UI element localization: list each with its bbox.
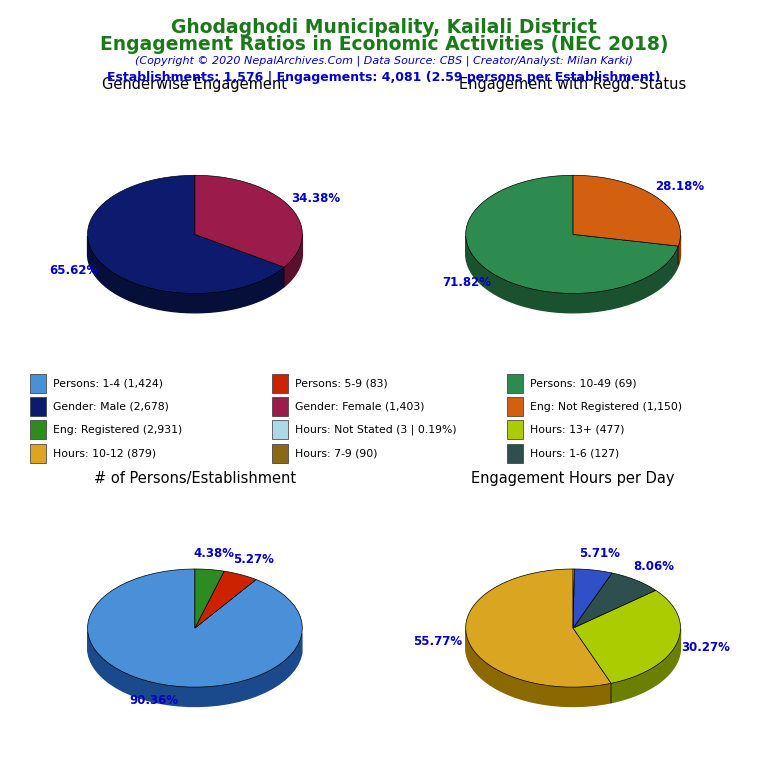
Text: 28.18%: 28.18% (655, 180, 704, 193)
FancyBboxPatch shape (507, 374, 522, 393)
Title: Genderwise Engagement: Genderwise Engagement (102, 77, 287, 92)
Text: Hours: 10-12 (879): Hours: 10-12 (879) (53, 448, 157, 458)
Polygon shape (195, 175, 303, 267)
FancyBboxPatch shape (30, 421, 46, 439)
Polygon shape (465, 175, 678, 293)
FancyBboxPatch shape (507, 397, 522, 416)
Text: Persons: 1-4 (1,424): Persons: 1-4 (1,424) (53, 379, 164, 389)
Text: 71.82%: 71.82% (442, 276, 491, 289)
Polygon shape (678, 236, 680, 266)
Text: Hours: 7-9 (90): Hours: 7-9 (90) (295, 448, 378, 458)
Text: Hours: Not Stated (3 | 0.19%): Hours: Not Stated (3 | 0.19%) (295, 425, 457, 435)
FancyBboxPatch shape (272, 374, 288, 393)
Text: Ghodaghodi Municipality, Kailali District: Ghodaghodi Municipality, Kailali Distric… (171, 18, 597, 37)
Text: 5.71%: 5.71% (579, 548, 620, 561)
Polygon shape (88, 632, 302, 707)
Polygon shape (284, 234, 303, 286)
Title: Engagement Hours per Day: Engagement Hours per Day (472, 471, 675, 486)
FancyBboxPatch shape (507, 444, 522, 462)
Polygon shape (465, 569, 611, 687)
Text: Gender: Male (2,678): Gender: Male (2,678) (53, 402, 169, 412)
Polygon shape (573, 569, 612, 628)
FancyBboxPatch shape (30, 397, 46, 416)
FancyBboxPatch shape (272, 444, 288, 462)
Polygon shape (195, 571, 257, 628)
Text: Persons: 10-49 (69): Persons: 10-49 (69) (530, 379, 637, 389)
Text: 4.38%: 4.38% (194, 547, 234, 560)
Polygon shape (88, 569, 303, 687)
Title: # of Persons/Establishment: # of Persons/Establishment (94, 471, 296, 486)
Polygon shape (573, 573, 656, 628)
Text: Persons: 5-9 (83): Persons: 5-9 (83) (295, 379, 388, 389)
Polygon shape (573, 591, 680, 684)
Text: Hours: 13+ (477): Hours: 13+ (477) (530, 425, 624, 435)
Text: Establishments: 1,576 | Engagements: 4,081 (2.59 persons per Establishment): Establishments: 1,576 | Engagements: 4,0… (108, 71, 660, 84)
FancyBboxPatch shape (272, 397, 288, 416)
Text: Gender: Female (1,403): Gender: Female (1,403) (295, 402, 425, 412)
Text: 90.36%: 90.36% (129, 694, 178, 707)
Text: 8.06%: 8.06% (633, 560, 674, 573)
Text: 55.77%: 55.77% (413, 635, 462, 648)
Title: Engagement with Regd. Status: Engagement with Regd. Status (459, 77, 687, 92)
Text: 34.38%: 34.38% (292, 192, 341, 205)
Polygon shape (88, 175, 284, 293)
Text: Eng: Not Registered (1,150): Eng: Not Registered (1,150) (530, 402, 682, 412)
FancyBboxPatch shape (30, 374, 46, 393)
Polygon shape (611, 629, 680, 703)
Text: Engagement Ratios in Economic Activities (NEC 2018): Engagement Ratios in Economic Activities… (100, 35, 668, 55)
Text: Hours: 1-6 (127): Hours: 1-6 (127) (530, 448, 619, 458)
Polygon shape (195, 569, 224, 628)
Polygon shape (465, 630, 611, 707)
Text: (Copyright © 2020 NepalArchives.Com | Data Source: CBS | Creator/Analyst: Milan : (Copyright © 2020 NepalArchives.Com | Da… (135, 55, 633, 66)
FancyBboxPatch shape (507, 421, 522, 439)
Polygon shape (573, 569, 574, 628)
Polygon shape (573, 175, 680, 246)
Text: 65.62%: 65.62% (49, 263, 98, 276)
Text: 30.27%: 30.27% (682, 641, 730, 654)
FancyBboxPatch shape (272, 421, 288, 439)
Text: Eng: Registered (2,931): Eng: Registered (2,931) (53, 425, 183, 435)
FancyBboxPatch shape (30, 444, 46, 462)
Polygon shape (465, 237, 678, 313)
Text: 5.27%: 5.27% (233, 553, 274, 566)
Polygon shape (88, 237, 284, 313)
